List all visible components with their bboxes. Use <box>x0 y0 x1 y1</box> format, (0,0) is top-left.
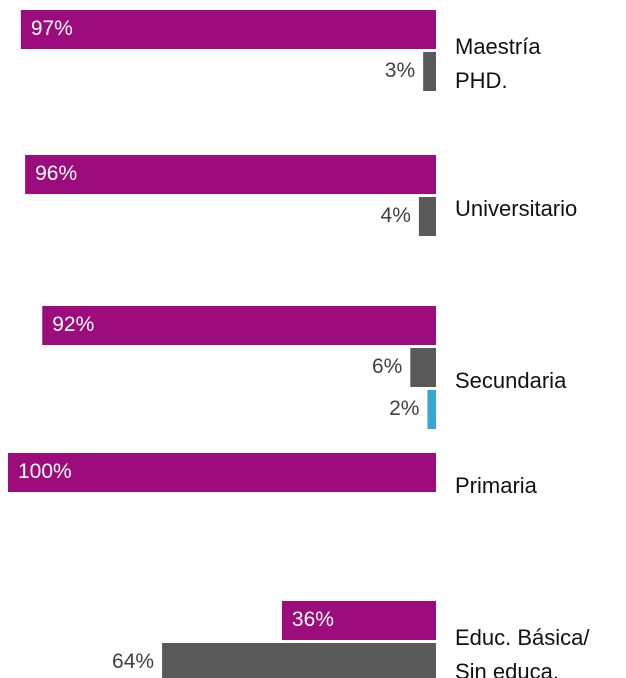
bar <box>8 453 436 492</box>
bar <box>410 348 436 387</box>
value-label: 2% <box>389 397 419 420</box>
bar <box>162 643 436 678</box>
bar <box>418 197 436 236</box>
category-label: Educ. Básica/ Sin educa. <box>455 625 590 678</box>
value-label: 64% <box>112 650 154 673</box>
value-label: 3% <box>385 59 415 82</box>
bar <box>20 10 437 49</box>
bar <box>427 390 436 429</box>
value-label: 92% <box>52 313 94 336</box>
category-label: Primaria <box>455 473 537 498</box>
value-label: 6% <box>372 355 402 378</box>
value-label: 36% <box>292 608 334 631</box>
value-label: 4% <box>381 204 411 227</box>
category-label: Maestría PHD. <box>455 34 541 93</box>
category-label: Secundaria <box>455 368 567 393</box>
category-label: Universitario <box>455 196 578 221</box>
bar <box>25 155 437 194</box>
value-label: 97% <box>31 17 73 40</box>
value-label: 100% <box>18 460 72 483</box>
bar <box>42 306 437 345</box>
value-label: 96% <box>35 162 77 185</box>
bar <box>281 601 436 640</box>
bar <box>423 52 436 91</box>
